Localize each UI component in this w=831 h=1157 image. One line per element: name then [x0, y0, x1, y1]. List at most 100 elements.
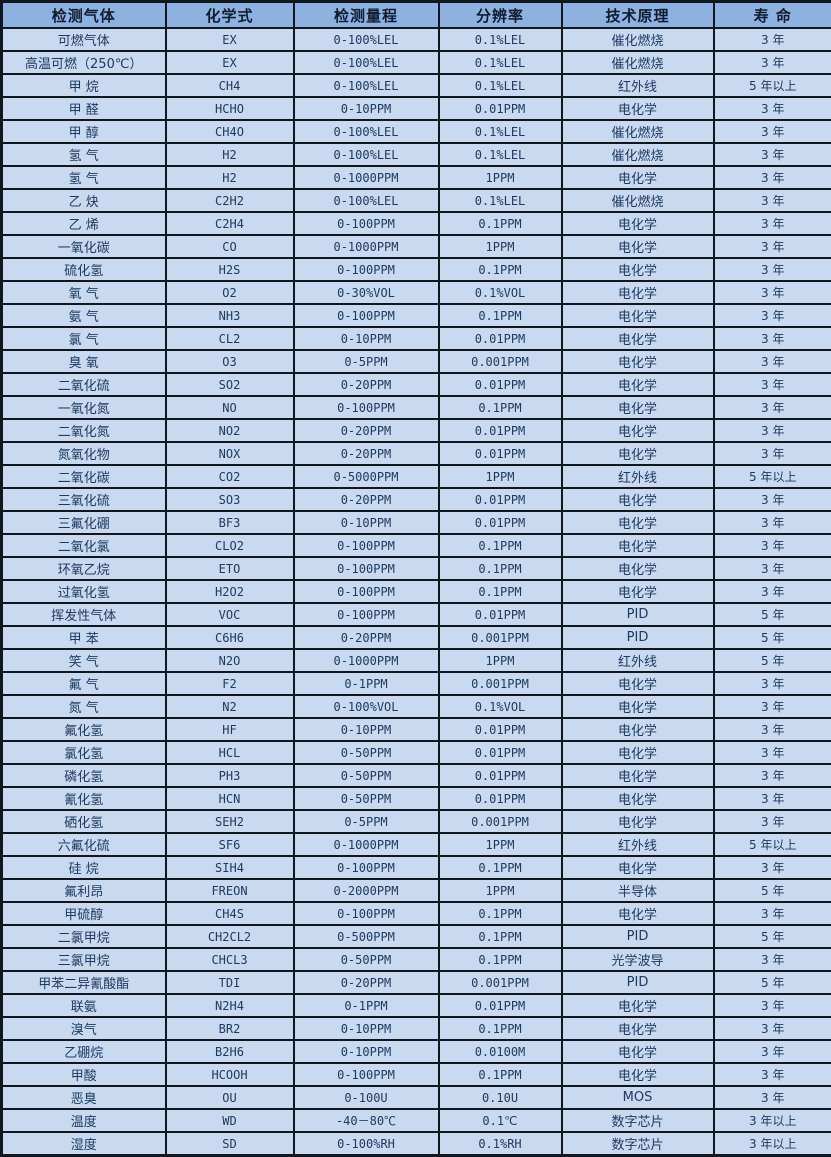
- detection-range-cell: 0-100%LEL: [294, 120, 439, 143]
- gas-name-cell: 温度: [2, 1109, 166, 1132]
- chemical-formula-cell: H2O2: [166, 580, 294, 603]
- technology-cell: PID: [562, 925, 714, 948]
- chemical-formula-cell: VOC: [166, 603, 294, 626]
- resolution-cell: 0.10U: [439, 1086, 562, 1109]
- chemical-formula-cell: SEH2: [166, 810, 294, 833]
- resolution-cell: 0.01PPM: [439, 603, 562, 626]
- technology-cell: 电化学: [562, 212, 714, 235]
- gas-name-cell: 氨 气: [2, 304, 166, 327]
- chemical-formula-cell: NO2: [166, 419, 294, 442]
- chemical-formula-cell: H2: [166, 143, 294, 166]
- lifespan-cell: 5 年: [714, 626, 831, 649]
- detection-range-cell: 0-100U: [294, 1086, 439, 1109]
- chemical-formula-cell: SF6: [166, 833, 294, 856]
- resolution-cell: 0.1%RH: [439, 1132, 562, 1156]
- resolution-cell: 0.01PPM: [439, 442, 562, 465]
- detection-range-cell: 0-10PPM: [294, 718, 439, 741]
- detection-range-cell: 0-100%LEL: [294, 28, 439, 51]
- lifespan-cell: 3 年: [714, 281, 831, 304]
- chemical-formula-cell: HF: [166, 718, 294, 741]
- technology-cell: 电化学: [562, 787, 714, 810]
- detection-range-cell: 0-100PPM: [294, 902, 439, 925]
- technology-cell: 电化学: [562, 718, 714, 741]
- lifespan-cell: 3 年: [714, 856, 831, 879]
- chemical-formula-cell: WD: [166, 1109, 294, 1132]
- resolution-cell: 0.1%LEL: [439, 120, 562, 143]
- detection-range-cell: 0-100PPM: [294, 856, 439, 879]
- detection-range-cell: 0-100PPM: [294, 304, 439, 327]
- gas-name-cell: 联氨: [2, 994, 166, 1017]
- resolution-cell: 0.01PPM: [439, 511, 562, 534]
- resolution-cell: 0.01PPM: [439, 488, 562, 511]
- lifespan-cell: 3 年: [714, 97, 831, 120]
- resolution-cell: 0.01PPM: [439, 419, 562, 442]
- gas-name-cell: 三氟化硼: [2, 511, 166, 534]
- technology-cell: 电化学: [562, 856, 714, 879]
- gas-name-cell: 氟化氢: [2, 718, 166, 741]
- lifespan-cell: 3 年: [714, 419, 831, 442]
- lifespan-cell: 3 年: [714, 511, 831, 534]
- chemical-formula-cell: SD: [166, 1132, 294, 1156]
- detection-range-cell: 0-100PPM: [294, 603, 439, 626]
- gas-name-cell: 一氧化氮: [2, 396, 166, 419]
- chemical-formula-cell: C2H4: [166, 212, 294, 235]
- lifespan-cell: 5 年: [714, 971, 831, 994]
- resolution-cell: 0.1%LEL: [439, 143, 562, 166]
- gas-name-cell: 甲硫醇: [2, 902, 166, 925]
- lifespan-cell: 5 年以上: [714, 465, 831, 488]
- detection-range-cell: 0-10PPM: [294, 1017, 439, 1040]
- resolution-cell: 0.001PPM: [439, 672, 562, 695]
- resolution-cell: 0.1%LEL: [439, 51, 562, 74]
- technology-cell: 电化学: [562, 327, 714, 350]
- technology-cell: 电化学: [562, 1040, 714, 1063]
- lifespan-cell: 5 年以上: [714, 833, 831, 856]
- resolution-cell: 0.1PPM: [439, 212, 562, 235]
- chemical-formula-cell: EX: [166, 28, 294, 51]
- resolution-cell: 1PPM: [439, 166, 562, 189]
- technology-cell: 红外线: [562, 833, 714, 856]
- gas-name-cell: 氰化氢: [2, 787, 166, 810]
- technology-cell: 半导体: [562, 879, 714, 902]
- chemical-formula-cell: B2H6: [166, 1040, 294, 1063]
- gas-name-cell: 二氧化碳: [2, 465, 166, 488]
- technology-cell: 电化学: [562, 396, 714, 419]
- chemical-formula-cell: NO: [166, 396, 294, 419]
- gas-name-cell: 二氯甲烷: [2, 925, 166, 948]
- lifespan-cell: 5 年: [714, 879, 831, 902]
- technology-cell: 电化学: [562, 695, 714, 718]
- gas-name-cell: 甲 苯: [2, 626, 166, 649]
- lifespan-cell: 3 年: [714, 534, 831, 557]
- lifespan-cell: 3 年: [714, 235, 831, 258]
- detection-range-cell: 0-1000PPM: [294, 166, 439, 189]
- gas-name-cell: 三氧化硫: [2, 488, 166, 511]
- chemical-formula-cell: CH4: [166, 74, 294, 97]
- gas-name-cell: 乙 炔: [2, 189, 166, 212]
- resolution-cell: 0.1PPM: [439, 1017, 562, 1040]
- detection-range-cell: 0-100%LEL: [294, 51, 439, 74]
- chemical-formula-cell: HCL: [166, 741, 294, 764]
- lifespan-cell: 3 年: [714, 143, 831, 166]
- gas-name-cell: 湿度: [2, 1132, 166, 1156]
- detection-range-cell: 0-100%LEL: [294, 189, 439, 212]
- gas-name-cell: 二氧化硫: [2, 373, 166, 396]
- resolution-cell: 0.1%LEL: [439, 28, 562, 51]
- detection-range-cell: 0-10PPM: [294, 511, 439, 534]
- detection-range-cell: 0-100PPM: [294, 534, 439, 557]
